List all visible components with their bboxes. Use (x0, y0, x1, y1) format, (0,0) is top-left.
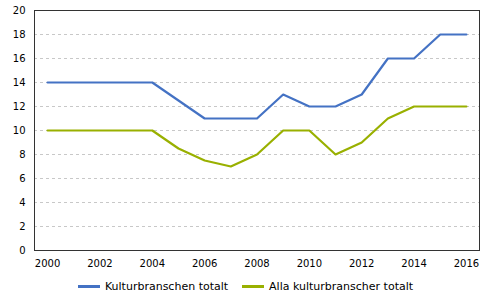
svg-text:0: 0 (19, 245, 25, 256)
svg-text:2012: 2012 (349, 258, 374, 269)
svg-text:10: 10 (13, 125, 26, 136)
svg-text:2000: 2000 (35, 258, 60, 269)
svg-text:8: 8 (19, 149, 25, 160)
svg-text:4: 4 (19, 197, 25, 208)
svg-text:16: 16 (13, 53, 26, 64)
svg-text:18: 18 (13, 29, 26, 40)
svg-text:14: 14 (13, 77, 26, 88)
svg-text:2: 2 (19, 221, 25, 232)
svg-text:12: 12 (13, 101, 26, 112)
svg-text:2014: 2014 (401, 258, 426, 269)
svg-text:2010: 2010 (297, 258, 322, 269)
html-text:Kulturbranschen totalt: Kulturbranschen totalt (104, 280, 229, 293)
svg-text:2004: 2004 (140, 258, 165, 269)
svg-text:20: 20 (13, 5, 26, 16)
html-text:Alla kulturbranscher totalt: Alla kulturbranscher totalt (269, 280, 414, 293)
svg-text:6: 6 (19, 173, 25, 184)
svg-text:2002: 2002 (87, 258, 112, 269)
svg-text:2016: 2016 (454, 258, 479, 269)
svg-text:2008: 2008 (244, 258, 269, 269)
svg-text:2006: 2006 (192, 258, 217, 269)
